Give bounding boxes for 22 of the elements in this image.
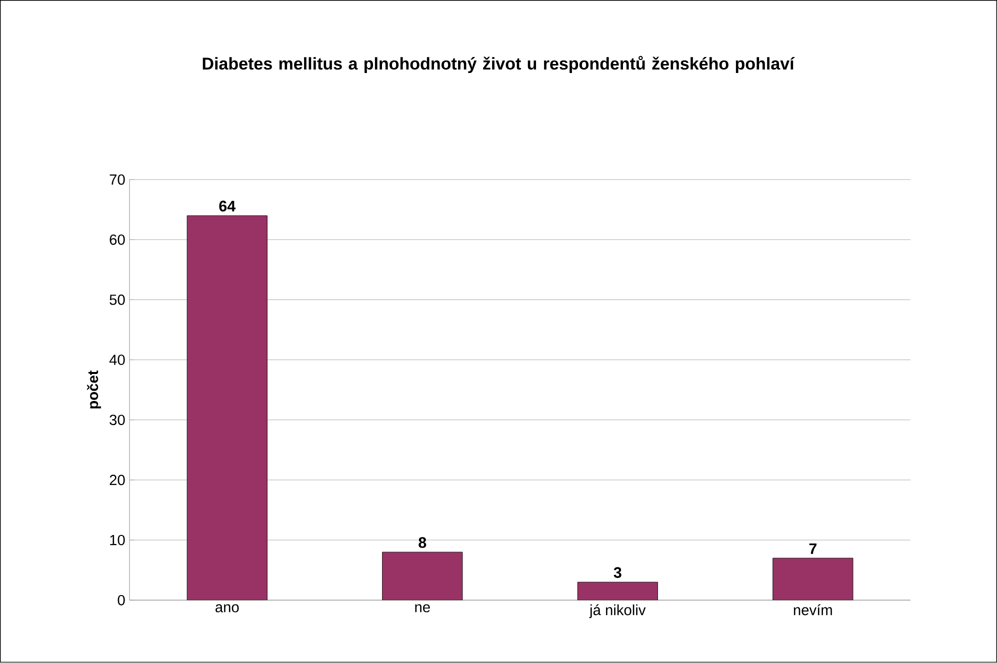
bar: [186, 216, 268, 600]
data-label: 7: [809, 544, 816, 554]
y-axis-title: počet: [87, 370, 102, 409]
y-tick-label: 60: [110, 234, 125, 246]
y-tick-label: 40: [109, 354, 125, 366]
y-tick-label: 50: [110, 294, 125, 306]
x-tick-label: ne: [415, 604, 430, 613]
data-label: 3: [614, 567, 622, 578]
chart-title: Diabetes mellitus a plnohodnotný život u respondentů ženského pohlaví: [202, 56, 795, 74]
y-tick-label: 10: [110, 535, 125, 546]
y-tick-label: 70: [110, 174, 125, 185]
data-label: 64: [219, 200, 236, 212]
bar: [577, 582, 658, 600]
y-tick-label: 20: [110, 475, 125, 486]
x-tick-label: já nikoliv: [589, 604, 646, 618]
bar: [382, 552, 463, 600]
data-label: 8: [418, 537, 426, 548]
bar: [772, 558, 854, 600]
y-tick-label: 30: [110, 414, 125, 426]
y-tick-label: 0: [118, 595, 125, 606]
x-tick-label: ano: [216, 604, 239, 613]
x-tick-label: nevím: [794, 604, 832, 616]
